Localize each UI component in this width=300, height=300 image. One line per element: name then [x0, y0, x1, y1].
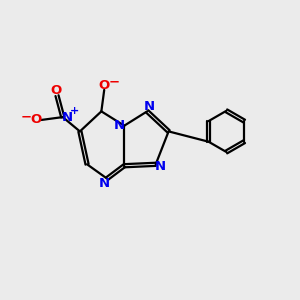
Text: O: O	[99, 79, 110, 92]
Text: +: +	[70, 106, 79, 116]
Text: O: O	[50, 84, 61, 97]
Text: N: N	[61, 111, 73, 124]
Text: −: −	[21, 111, 32, 124]
Text: N: N	[144, 100, 155, 113]
Text: N: N	[99, 177, 110, 190]
Text: N: N	[155, 160, 166, 173]
Text: −: −	[109, 75, 120, 88]
Text: N: N	[114, 119, 125, 132]
Text: O: O	[31, 113, 42, 127]
